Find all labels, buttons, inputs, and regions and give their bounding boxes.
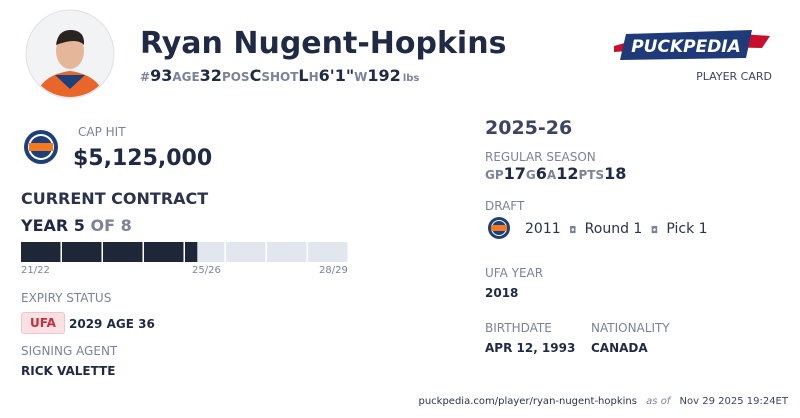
brand-subtitle: PLAYER CARD (696, 70, 772, 83)
season-start: 21/22 (21, 265, 50, 276)
draft-label: DRAFT (485, 199, 525, 213)
draft-team-logo (488, 217, 510, 239)
as-of: as of (646, 396, 671, 407)
ufa-year: 2018 (485, 286, 519, 300)
draft-info: 2011 ◘ Round 1 ◘ Pick 1 (525, 221, 708, 237)
ufa-year-label: UFA YEAR (485, 266, 544, 280)
stat-label: GP (485, 168, 504, 182)
of-label: OF (90, 216, 116, 235)
nationality: CANADA (591, 341, 648, 355)
brand-name: PUCKPEDIA (631, 37, 741, 57)
stat-label: SHOT (261, 70, 299, 84)
contract-elapsed (103, 242, 143, 262)
nationality-label: NATIONALITY (591, 321, 670, 335)
contract-bar (21, 242, 348, 262)
stat-value: 192 (367, 66, 401, 85)
team-logo (24, 130, 58, 164)
birthdate: APR 12, 1993 (485, 341, 576, 355)
season-label: REGULAR SEASON (485, 150, 596, 164)
agent-label: SIGNING AGENT (21, 344, 118, 358)
contract-segment (226, 242, 266, 262)
stat-label: G (525, 168, 536, 182)
cap-hit-value: $5,125,000 (73, 146, 213, 171)
cap-hit-label: CAP HIT (78, 125, 126, 139)
season-title: 2025-26 (485, 117, 573, 139)
footer: puckpedia.com/player/ryan-nugent-hopkins… (418, 396, 788, 407)
season-end: 28/29 (319, 265, 348, 276)
expiry-status: UFA (21, 312, 65, 334)
stat-value: 12 (556, 164, 579, 183)
contract-elapsed (144, 242, 184, 262)
expiry-label: EXPIRY STATUS (21, 291, 112, 305)
player-name: Ryan Nugent-Hopkins (140, 26, 507, 61)
total-years: 8 (120, 216, 132, 235)
player-stats: #93AGE32POSCSHOTLH6'1"W192 lbs (140, 66, 419, 85)
expiry-detail: 2029 AGE 36 (69, 317, 155, 331)
contract-segment (267, 242, 307, 262)
contract-elapsed (62, 242, 102, 262)
draft-pick: Pick 1 (666, 221, 708, 237)
stat-value: 32 (199, 66, 222, 85)
stat-value: 6'1" (318, 66, 355, 85)
footer-url[interactable]: puckpedia.com/player/ryan-nugent-hopkins (418, 396, 637, 407)
stat-value: 18 (604, 164, 627, 183)
season-current: 25/26 (192, 265, 221, 276)
season-stats: GP17G6A12PTS18 (485, 164, 626, 183)
birthdate-label: BIRTHDATE (485, 321, 552, 335)
year-label: YEAR (21, 216, 69, 235)
brand-logo: PUCKPEDIA (614, 30, 770, 60)
draft-year: 2011 (525, 221, 561, 237)
stat-unit: lbs (402, 73, 420, 84)
stat-label: H (308, 70, 319, 84)
contract-segment (308, 242, 348, 262)
stat-label: W (354, 70, 368, 84)
stat-value: L (298, 66, 309, 85)
stat-value: C (249, 66, 262, 85)
contract-label: CURRENT CONTRACT (21, 189, 209, 208)
stat-label: A (546, 168, 557, 182)
draft-round: Round 1 (584, 221, 643, 237)
footer-date: Nov 29 2025 19:24ET (679, 396, 788, 407)
stat-value: 93 (150, 66, 173, 85)
stat-value: 6 (535, 164, 547, 183)
stat-label: # (140, 70, 151, 84)
stat-label: PTS (578, 168, 605, 182)
avatar (25, 9, 115, 99)
stat-value: 17 (503, 164, 526, 183)
agent-name: RICK VALETTE (21, 364, 116, 378)
year: 5 (73, 216, 85, 235)
contract-current (185, 242, 198, 262)
contract-elapsed (21, 242, 61, 262)
stat-label: AGE (172, 70, 200, 84)
contract-year: YEAR 5 OF 8 (21, 216, 132, 235)
stat-label: POS (221, 70, 250, 84)
